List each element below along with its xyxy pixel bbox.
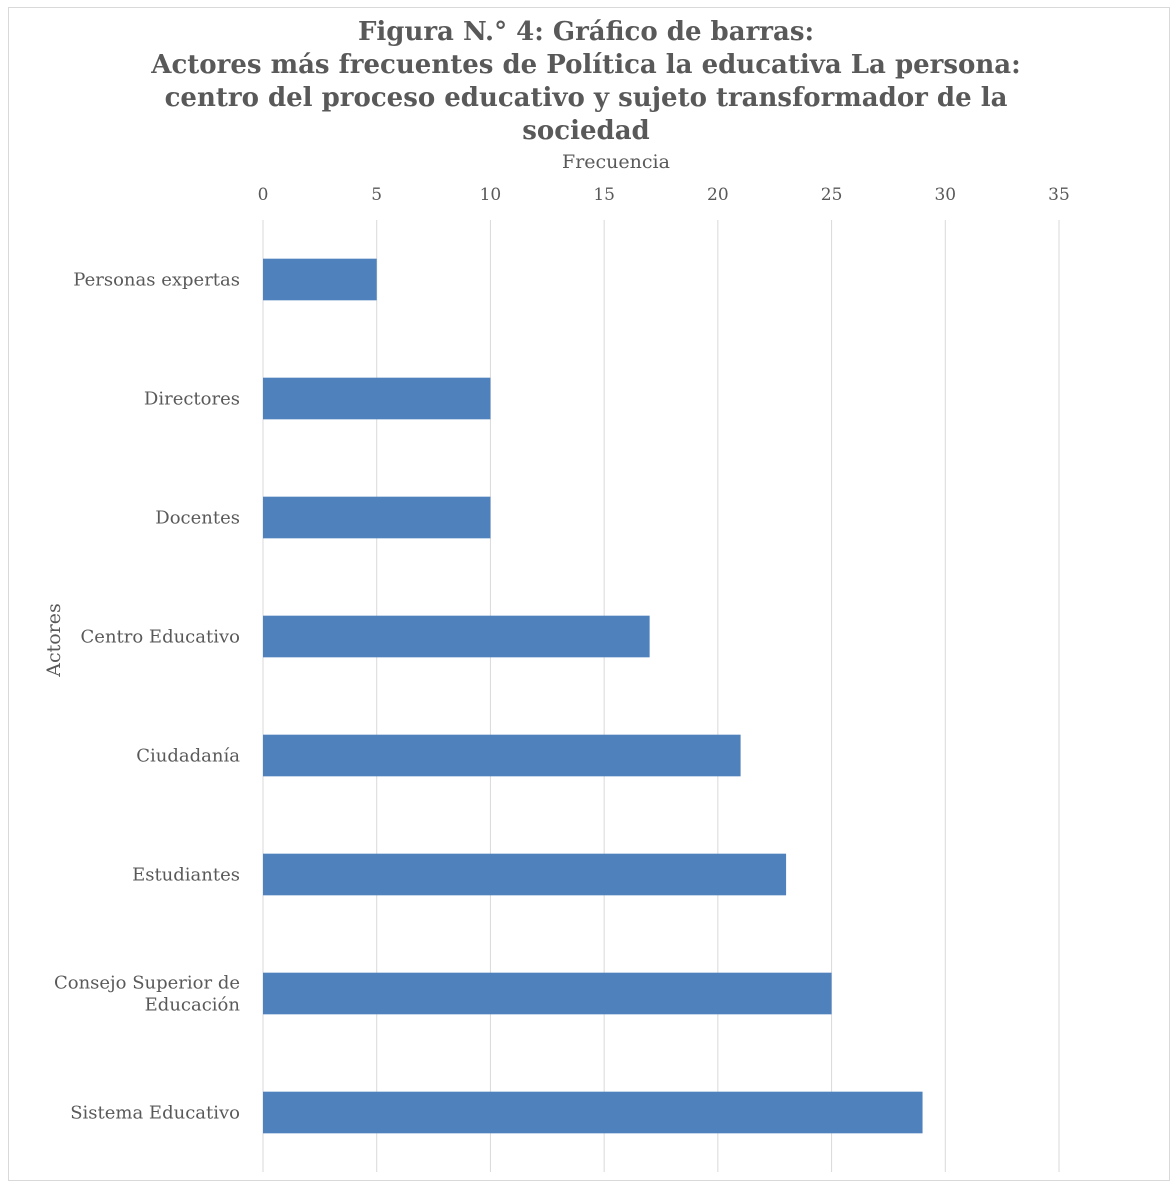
x-tick-label-20: 20 — [707, 185, 729, 205]
category-label-6-line-0: Consejo Superior de — [54, 973, 240, 994]
category-label-2: Docentes — [155, 508, 240, 529]
chart-title-line-3: centro del proceso educativo y sujeto tr… — [164, 83, 1008, 113]
x-tick-label-25: 25 — [821, 185, 843, 205]
category-label-7: Sistema Educativo — [70, 1103, 240, 1124]
x-tick-label-15: 15 — [593, 185, 615, 205]
chart-title-line-4: sociedad — [522, 116, 650, 146]
x-tick-label-35: 35 — [1048, 185, 1070, 205]
category-label-1: Directores — [144, 389, 240, 410]
x-tick-label-0: 0 — [258, 185, 269, 205]
category-labels: Personas expertas Directores Docentes Centr… — [54, 270, 240, 1124]
chart-border — [8, 7, 1170, 1181]
category-label-3: Centro Educativo — [81, 627, 240, 648]
x-tick-label-30: 30 — [934, 185, 956, 205]
category-label-5: Estudiantes — [132, 865, 240, 886]
bar-1 — [263, 377, 491, 420]
chart-title-line-1: Figura N.° 4: Gráfico de barras: — [357, 17, 815, 47]
category-label-0: Personas expertas — [73, 270, 240, 291]
bar-2 — [263, 496, 491, 539]
bar-6 — [263, 972, 832, 1015]
category-label-4: Ciudadanía — [136, 746, 240, 767]
x-tick-label-5: 5 — [371, 185, 382, 205]
x-tick-label-10: 10 — [480, 185, 502, 205]
y-axis-label: Actores — [43, 603, 65, 678]
bar-4 — [263, 734, 741, 777]
gridlines — [262, 220, 1060, 1172]
bar-5 — [263, 853, 787, 896]
x-axis-label: Frecuencia — [562, 151, 670, 173]
x-tick-labels: 0 5 10 15 20 25 30 35 — [258, 185, 1070, 205]
bar-3 — [263, 615, 650, 658]
chart-title: Figura N.° 4: Gráfico de barras: Actores… — [0, 16, 1172, 148]
bars — [263, 258, 923, 1134]
chart-title-line-2: Actores más frecuentes de Política la ed… — [151, 50, 1021, 80]
category-label-6-line-1: Educación — [145, 995, 241, 1016]
bar-0 — [263, 258, 377, 301]
bar-7 — [263, 1091, 923, 1134]
